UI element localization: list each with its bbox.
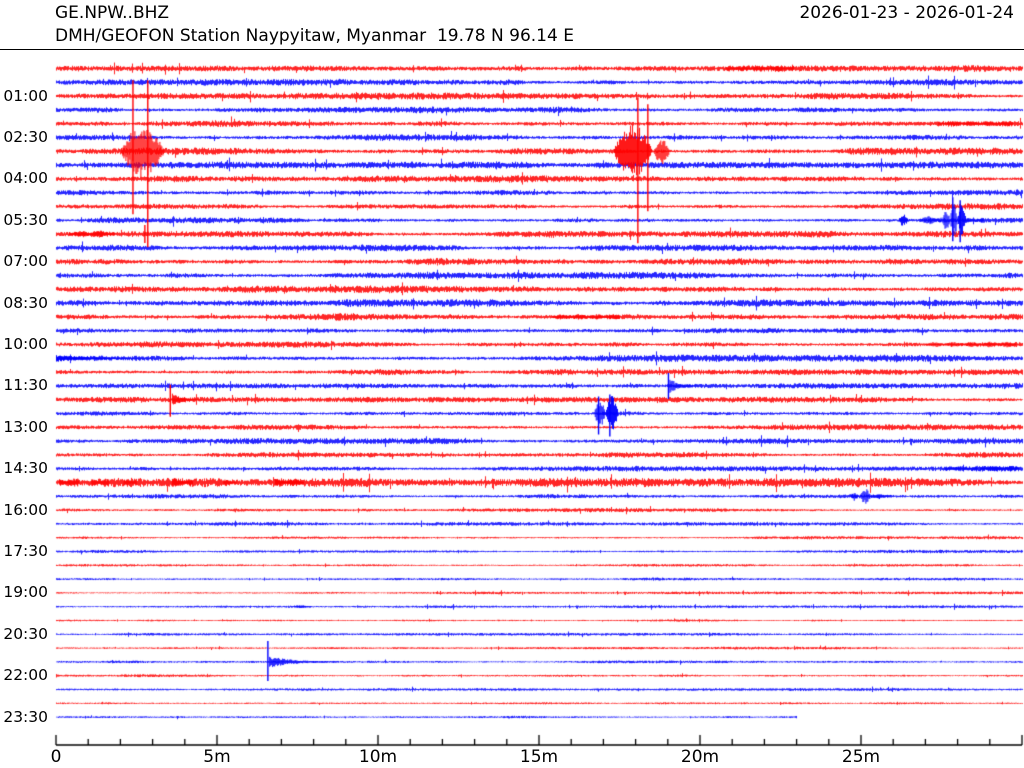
minute-tick-label: 0 <box>50 747 62 767</box>
time-label: 16:00 <box>3 500 48 519</box>
time-label: 20:30 <box>3 624 48 643</box>
time-label: 10:00 <box>3 335 48 353</box>
time-label: 11:30 <box>3 376 48 395</box>
time-label: 22:00 <box>3 666 48 685</box>
station-info: DMH/GEOFON Station Naypyitaw, Myanmar 19… <box>55 26 574 46</box>
station-id: GE.NPW..BHZ <box>55 3 170 23</box>
header-separator <box>0 49 1024 50</box>
time-label: 19:00 <box>3 583 48 602</box>
minute-tick-label: 5m <box>203 747 231 767</box>
time-label: 17:30 <box>3 542 48 560</box>
time-label: 08:30 <box>3 293 48 312</box>
time-label: 07:00 <box>3 252 48 271</box>
time-label: 05:30 <box>3 210 48 229</box>
minute-tick-label: 25m <box>841 747 881 767</box>
time-label: 23:30 <box>3 707 48 726</box>
time-label: 02:30 <box>3 128 48 146</box>
date-range: 2026-01-23 - 2026-01-24 <box>799 3 1014 23</box>
minute-tick-label: 10m <box>358 747 398 767</box>
time-label: 01:00 <box>3 86 48 105</box>
minute-tick-label: 20m <box>680 747 720 767</box>
time-label: 13:00 <box>3 417 48 436</box>
time-label: 14:30 <box>3 459 48 478</box>
time-label: 04:00 <box>3 169 48 188</box>
minute-tick-label: 15m <box>519 747 559 767</box>
